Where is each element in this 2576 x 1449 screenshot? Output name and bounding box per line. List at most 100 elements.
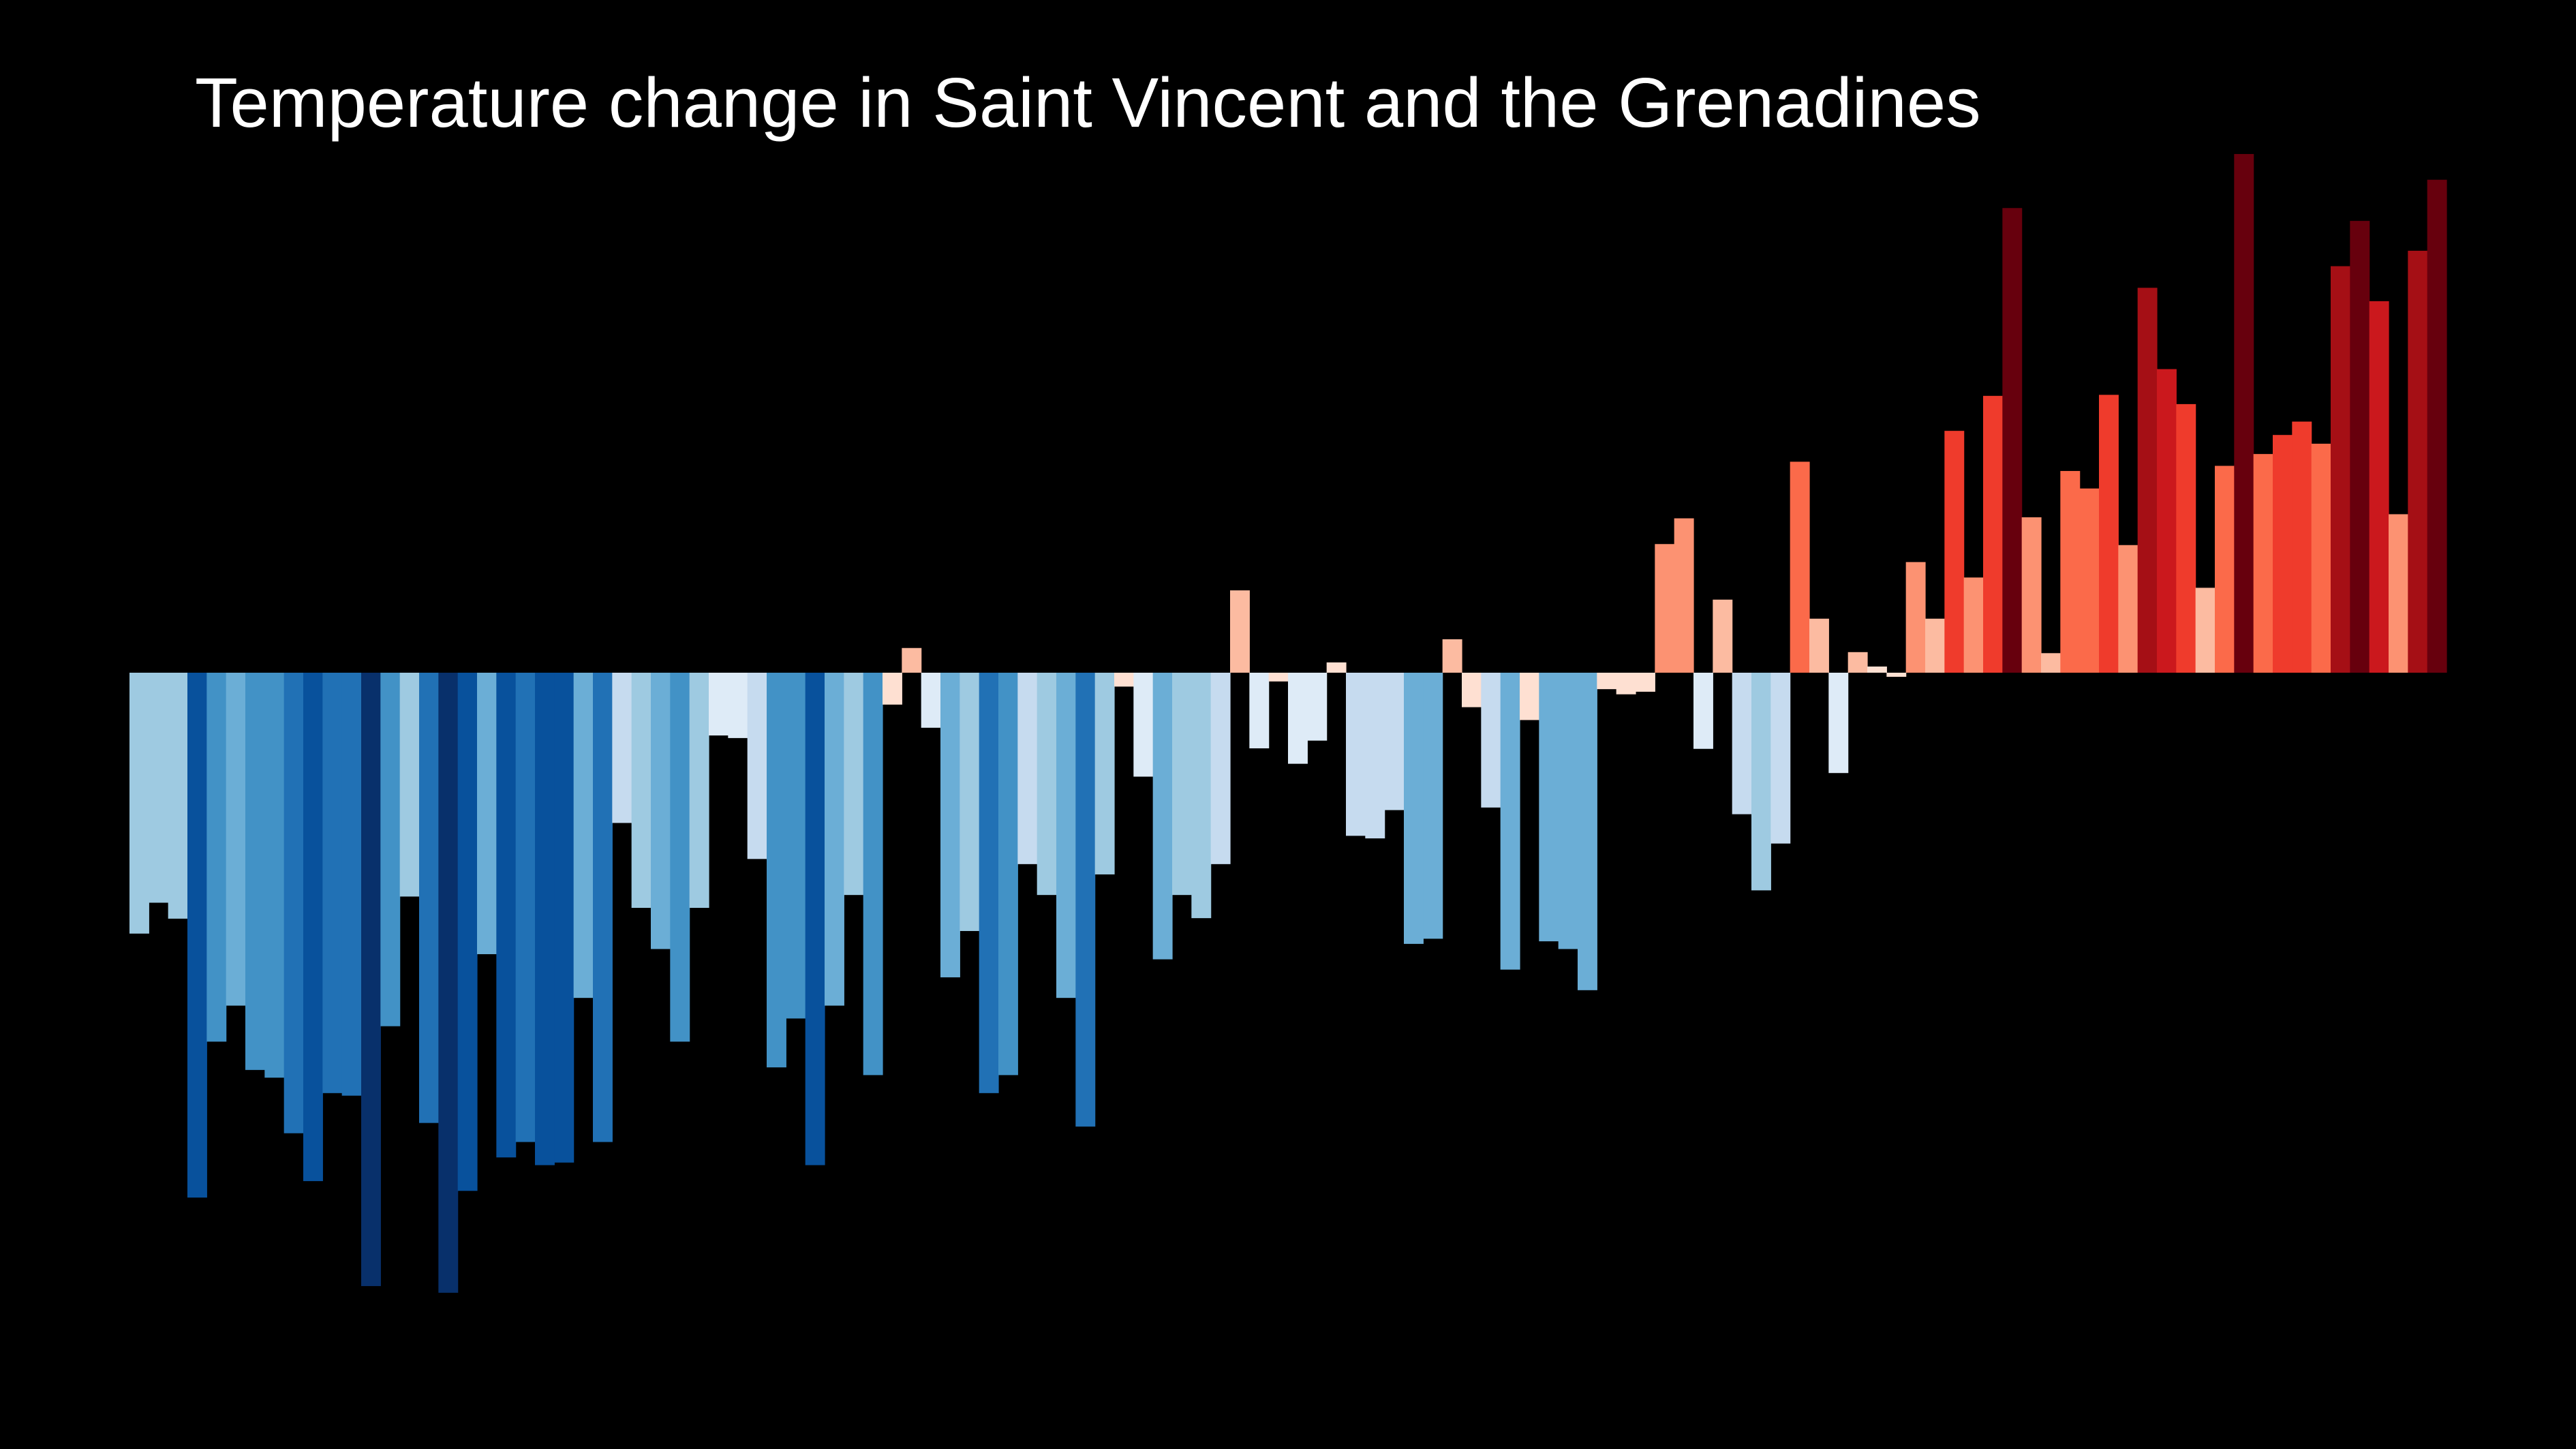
bar <box>1963 577 1984 673</box>
bar <box>1828 673 1849 774</box>
bar <box>863 673 883 1076</box>
bar <box>496 673 517 1158</box>
bar <box>1693 673 1713 749</box>
bar <box>1442 639 1462 673</box>
bar <box>1616 673 1636 695</box>
bar <box>2099 395 2119 673</box>
bar <box>1230 590 1250 673</box>
bar <box>477 673 497 954</box>
bar <box>1655 544 1675 673</box>
bar <box>1326 662 1347 673</box>
bar <box>651 673 671 949</box>
bar <box>2215 466 2235 673</box>
chart-title: Temperature change in Saint Vincent and … <box>195 63 1981 142</box>
bar <box>1790 461 1810 673</box>
bar <box>535 673 555 1165</box>
bar <box>612 673 632 823</box>
bar <box>1017 673 1038 864</box>
bar <box>1423 673 1443 939</box>
bar <box>1751 673 1771 891</box>
bar <box>1191 673 1212 919</box>
bar <box>825 673 844 1006</box>
bar <box>361 673 381 1286</box>
bar <box>689 673 709 909</box>
bar <box>2157 369 2177 673</box>
bar <box>573 673 594 998</box>
bar <box>2292 421 2312 673</box>
bar <box>747 673 767 859</box>
bar <box>1268 673 1289 682</box>
bar <box>149 673 169 903</box>
bar <box>322 673 343 1093</box>
bar <box>2408 250 2428 673</box>
bar <box>1558 673 1578 949</box>
bar <box>245 673 265 1070</box>
bar <box>129 673 149 934</box>
bar <box>515 673 536 1142</box>
bar <box>940 673 960 977</box>
bar <box>921 673 941 728</box>
bar <box>902 647 922 673</box>
bar <box>960 673 980 932</box>
bar <box>283 673 304 1133</box>
bar <box>1133 673 1154 777</box>
bar <box>2273 435 2293 673</box>
bar <box>728 673 748 738</box>
bar <box>2195 588 2215 673</box>
bar <box>2060 471 2081 673</box>
bar <box>206 673 227 1042</box>
bar <box>1905 562 1926 673</box>
bar <box>2427 179 2447 673</box>
bar <box>264 673 285 1078</box>
bar <box>883 673 902 705</box>
bar <box>1770 673 1791 844</box>
bar <box>1114 673 1134 687</box>
bar <box>1925 618 1945 673</box>
bar <box>380 673 401 1026</box>
bar <box>979 673 999 1093</box>
bar <box>1037 673 1057 896</box>
bar <box>1249 673 1270 748</box>
bar <box>2389 514 2408 673</box>
bar <box>1075 673 1096 1127</box>
bar <box>1867 666 1887 673</box>
bar <box>1539 673 1559 942</box>
bar <box>1210 673 1231 864</box>
bar <box>631 673 651 909</box>
bar <box>1732 673 1752 814</box>
bar <box>670 673 690 1042</box>
bar <box>438 673 459 1293</box>
bar <box>767 673 786 1068</box>
bar <box>168 673 188 919</box>
bar <box>457 673 478 1191</box>
bar <box>187 673 207 1198</box>
bar <box>1674 518 1694 673</box>
bar <box>2369 301 2389 673</box>
bar <box>2176 403 2196 673</box>
bar <box>1152 673 1173 960</box>
bar <box>2041 653 2061 673</box>
bar <box>2331 266 2350 673</box>
bar <box>1500 673 1520 970</box>
bar <box>1094 673 1115 874</box>
bar <box>419 673 439 1123</box>
bar <box>2253 454 2273 673</box>
bar <box>2079 488 2100 673</box>
bar <box>1056 673 1076 998</box>
bar <box>1307 673 1328 741</box>
bar <box>1481 673 1501 808</box>
bar <box>1886 673 1907 677</box>
bar <box>593 673 613 1142</box>
bar <box>805 673 825 1165</box>
bar <box>2311 444 2331 673</box>
bar <box>2234 153 2254 673</box>
bar <box>1809 618 1829 673</box>
bar <box>1346 673 1366 836</box>
bar <box>1636 673 1655 692</box>
bar <box>2021 517 2042 673</box>
bar <box>1713 599 1733 673</box>
bar <box>1597 673 1617 690</box>
bar <box>1520 673 1539 720</box>
bar <box>2002 208 2023 673</box>
